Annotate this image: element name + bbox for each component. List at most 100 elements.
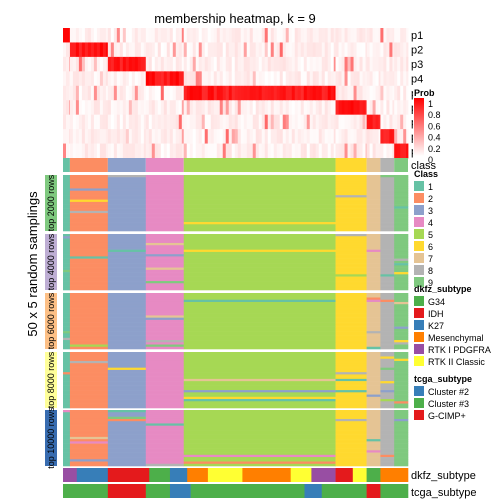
membership-cell <box>143 143 147 159</box>
sampling-cell <box>145 272 185 275</box>
membership-cell <box>207 143 212 159</box>
sampling-cell <box>107 452 147 456</box>
sampling-cell <box>394 276 409 280</box>
membership-cell <box>276 143 281 159</box>
sampling-cell <box>69 317 109 321</box>
membership-cell <box>231 56 236 72</box>
membership-cell <box>186 56 191 72</box>
sampling-cell <box>63 461 71 465</box>
membership-cell <box>219 129 224 144</box>
dkfz-track-cell <box>242 468 291 482</box>
membership-cell <box>113 100 118 116</box>
membership-cell <box>181 56 185 72</box>
sampling-cell <box>63 213 71 216</box>
membership-cell <box>66 56 70 72</box>
sampling-cell <box>183 425 336 429</box>
membership-cell <box>261 56 266 72</box>
membership-cell <box>201 71 206 87</box>
membership-cell <box>306 143 311 159</box>
membership-cell <box>172 42 177 58</box>
sampling-cell <box>394 260 409 264</box>
membership-cell <box>225 129 230 144</box>
dkfz-track-cell <box>76 468 109 482</box>
membership-cell <box>140 100 145 116</box>
sampling-cell <box>69 346 109 350</box>
sampling-cell <box>63 175 71 178</box>
sampling-cell <box>366 269 381 273</box>
membership-cell <box>356 71 360 87</box>
membership-cell <box>225 143 230 159</box>
membership-cell <box>113 71 118 87</box>
sampling-cell <box>183 401 336 404</box>
sampling-cell <box>380 337 395 341</box>
membership-cell <box>207 56 212 72</box>
membership-cell <box>378 85 381 101</box>
sampling-cell <box>335 387 367 391</box>
sampling-cell <box>145 399 185 402</box>
sampling-cell <box>183 260 336 264</box>
membership-cell <box>113 42 118 58</box>
membership-cell <box>267 100 272 116</box>
membership-cell <box>210 71 215 87</box>
membership-cell <box>175 56 180 72</box>
membership-cell <box>344 28 348 43</box>
sampling-cell <box>394 301 409 305</box>
sampling-cell <box>63 260 71 264</box>
membership-cell <box>151 85 156 101</box>
sampling-cell <box>183 242 336 246</box>
sampling-cell <box>69 313 109 316</box>
sampling-cell <box>394 340 409 343</box>
sampling-cell <box>183 256 336 259</box>
sampling-cell <box>380 427 395 431</box>
sampling-cell <box>69 461 109 465</box>
membership-cell <box>222 114 227 130</box>
membership-cell <box>362 129 366 144</box>
membership-cell <box>137 28 142 43</box>
membership-cell <box>341 56 345 72</box>
membership-cell <box>386 114 390 130</box>
membership-cell <box>369 42 373 58</box>
membership-cell <box>264 28 269 43</box>
sampling-cell <box>394 251 409 255</box>
sampling-cell <box>380 256 395 259</box>
membership-cell <box>166 85 171 101</box>
membership-cell <box>261 28 266 43</box>
sampling-cell <box>183 387 336 391</box>
sampling-cell <box>394 245 409 248</box>
membership-cell <box>166 28 171 43</box>
membership-cell <box>327 56 332 72</box>
membership-cell <box>291 85 296 101</box>
sampling-cell <box>335 401 367 404</box>
sampling-cell <box>335 301 367 305</box>
sampling-cell <box>107 344 147 348</box>
membership-cell <box>276 114 281 130</box>
sampling-cell <box>69 430 109 433</box>
sampling-cell <box>145 416 185 420</box>
membership-cell <box>131 114 136 130</box>
sampling-cell <box>145 425 185 429</box>
membership-cell <box>169 71 174 87</box>
membership-cell <box>406 42 409 58</box>
sampling-cell <box>366 439 381 442</box>
sampling-cell <box>335 322 367 325</box>
membership-cell <box>297 71 302 87</box>
sampling-cell <box>183 331 336 334</box>
sampling-cell <box>69 186 109 189</box>
membership-cell <box>69 56 71 72</box>
membership-cell <box>383 85 387 101</box>
membership-cell <box>119 129 124 144</box>
sampling-cell <box>63 274 71 277</box>
sampling-cell <box>380 313 395 316</box>
membership-cell <box>309 100 314 116</box>
membership-cell <box>303 85 308 101</box>
sampling-cell <box>107 337 147 341</box>
sampling-cell <box>69 337 109 341</box>
membership-cell <box>264 143 269 159</box>
membership-cell <box>69 114 71 130</box>
sampling-cell <box>145 403 185 407</box>
membership-cell <box>276 42 281 58</box>
membership-cell <box>87 143 92 159</box>
membership-cell <box>81 71 86 87</box>
sampling-cell <box>394 454 409 458</box>
sampling-cell <box>63 313 71 316</box>
